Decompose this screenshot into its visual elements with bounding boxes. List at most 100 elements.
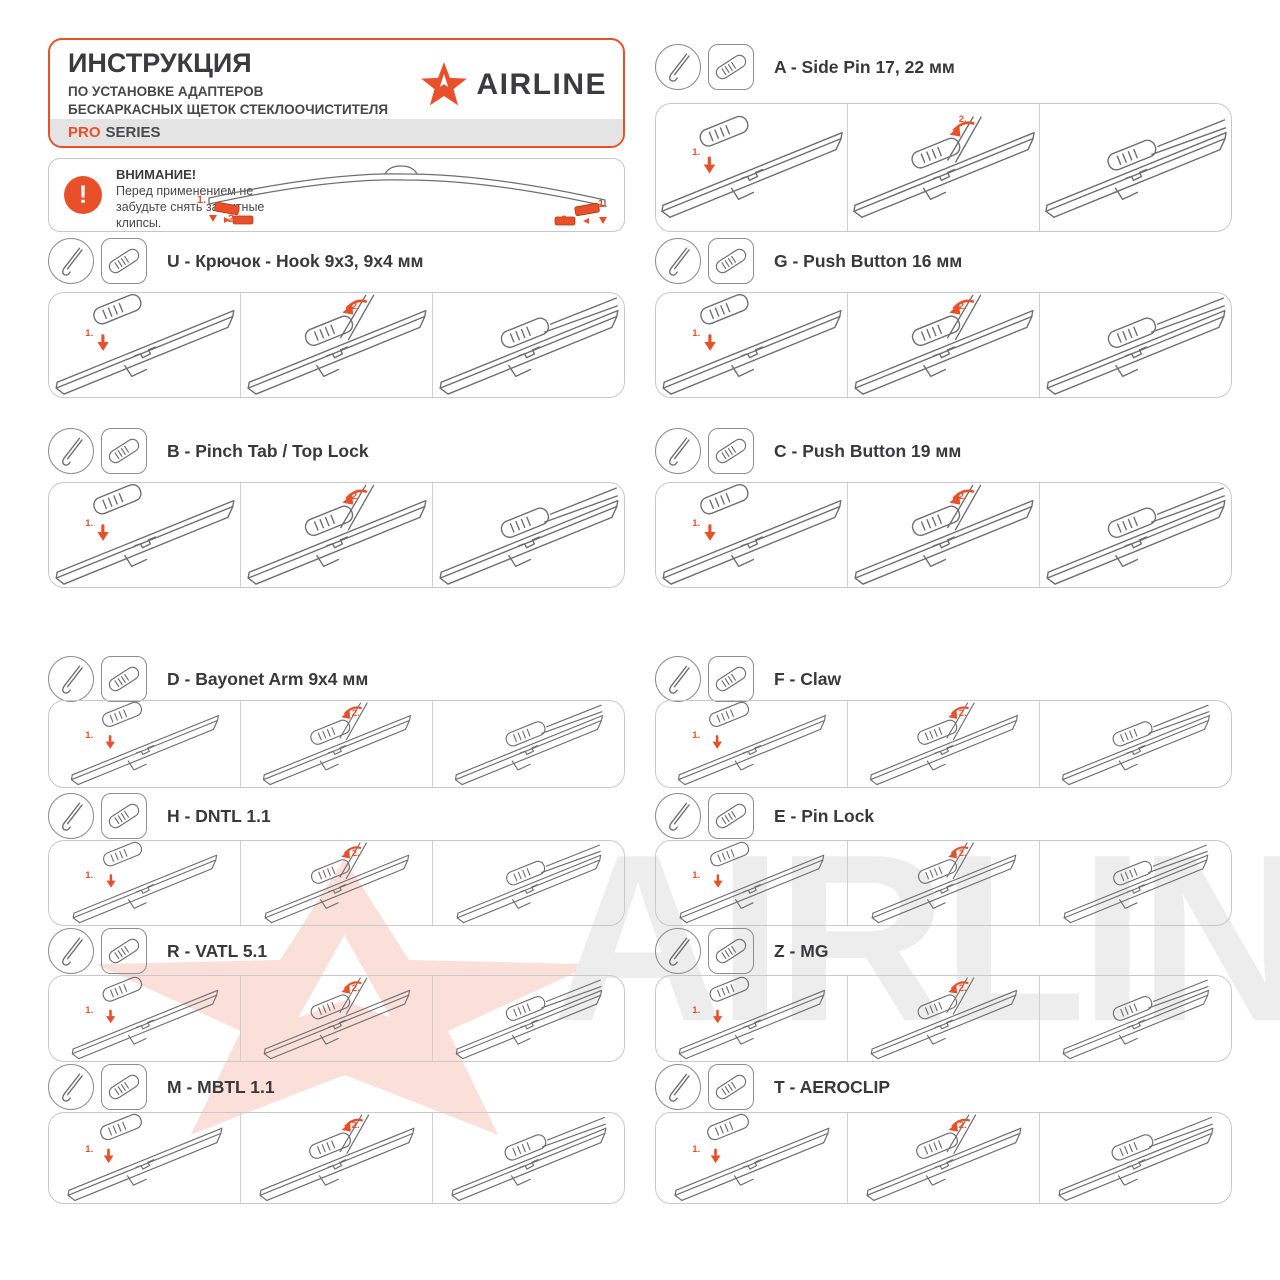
arm-type-icon xyxy=(655,238,701,284)
wiper-blade-illustration xyxy=(208,165,608,226)
series-suffix-label: SERIES xyxy=(105,124,161,141)
step-illustration: 1. xyxy=(656,1113,848,1203)
instruction-panel: 1. 2. xyxy=(655,700,1232,788)
step-label: 1. xyxy=(692,147,701,159)
step-illustration xyxy=(1040,293,1231,397)
step-illustration xyxy=(1040,1113,1231,1203)
instruction-panel: 1. 2. xyxy=(48,1112,625,1204)
step-illustration: 1. xyxy=(656,701,848,787)
step-illustration: 2. xyxy=(241,976,433,1061)
instruction-panel: 1. 2. xyxy=(48,975,625,1062)
step-illustration: 1. xyxy=(656,483,848,587)
section-f: F - Claw 1. 2. xyxy=(655,656,1232,788)
step-illustration: 2. xyxy=(848,841,1040,925)
warning-box: ! ВНИМАНИЕ! Перед применением не забудьт… xyxy=(48,158,625,232)
step-illustration xyxy=(433,976,624,1061)
section-title: A - Side Pin 17, 22 мм xyxy=(774,56,955,77)
warning-title: ВНИМАНИЕ! xyxy=(116,167,197,182)
adapter-icon xyxy=(708,656,754,702)
step-label: 1. xyxy=(692,1143,701,1155)
adapter-icon xyxy=(708,793,754,839)
step-illustration: 1. xyxy=(656,976,848,1061)
page-subtitle-1: ПО УСТАНОВКЕ АДАПТЕРОВ xyxy=(68,84,264,99)
warning-icon: ! xyxy=(64,176,102,214)
step-illustration xyxy=(1040,483,1231,587)
step-illustration: 2. xyxy=(848,483,1040,587)
instruction-panel: 1. 2. xyxy=(655,975,1232,1062)
section-title: B - Pinch Tab / Top Lock xyxy=(167,440,369,461)
adapter-icon xyxy=(708,1064,754,1110)
section-a: A - Side Pin 17, 22 мм 1. 2. xyxy=(655,44,1232,232)
step-label: 1. xyxy=(692,869,701,881)
instruction-panel: 1. 2. xyxy=(48,840,625,926)
instruction-panel: 1. 2. xyxy=(48,292,625,398)
series-band: PRO SERIES xyxy=(50,119,623,146)
step-illustration: 2. xyxy=(848,293,1040,397)
step-illustration: 2. xyxy=(848,104,1040,231)
step-label: 1. xyxy=(85,1143,94,1155)
instruction-panel: 1. 2. xyxy=(48,700,625,788)
section-u: U - Крючок - Hook 9x3, 9x4 мм 1. 2. xyxy=(48,238,625,398)
step-label: 2. xyxy=(958,847,967,859)
warning-line: Перед применением не xyxy=(116,184,254,198)
arm-type-icon xyxy=(48,793,94,839)
step-label: 1. xyxy=(85,869,94,881)
step-illustration: 2. xyxy=(848,701,1040,787)
step-label: 1. xyxy=(85,518,94,530)
step-illustration xyxy=(1040,701,1231,787)
adapter-icon xyxy=(101,928,147,974)
step-illustration: 2. xyxy=(241,841,433,925)
arm-type-icon xyxy=(655,428,701,474)
step-illustration: 2. xyxy=(241,701,433,787)
instruction-panel: 1. 2. xyxy=(655,292,1232,398)
step-label: 2. xyxy=(351,491,360,503)
section-m: M - MBTL 1.1 1. 2. xyxy=(48,1064,625,1204)
arm-type-icon xyxy=(48,238,94,284)
step-label: 2. xyxy=(351,707,360,719)
step-illustration xyxy=(433,293,624,397)
step-illustration xyxy=(433,841,624,925)
step-label: 1. xyxy=(692,518,701,530)
section-title: U - Крючок - Hook 9x3, 9x4 мм xyxy=(167,250,424,271)
step-illustration: 2. xyxy=(848,1113,1040,1203)
step-illustration: 1. xyxy=(49,293,241,397)
section-title: G - Push Button 16 мм xyxy=(774,250,963,271)
page-subtitle-2: БЕСКАРКАСНЫХ ЩЕТОК СТЕКЛООЧИСТИТЕЛЯ xyxy=(68,102,389,117)
step-illustration xyxy=(433,483,624,587)
section-title: R - VATL 5.1 xyxy=(167,940,268,961)
instruction-panel: 1. 2. xyxy=(48,482,625,588)
step-illustration: 2. xyxy=(848,976,1040,1061)
arm-type-icon xyxy=(655,1064,701,1110)
step-label: 2. xyxy=(958,982,967,994)
instruction-panel: 1. 2. xyxy=(655,1112,1232,1204)
page-title: ИНСТРУКЦИЯ xyxy=(68,48,252,78)
section-g: G - Push Button 16 мм 1. 2. xyxy=(655,238,1232,398)
adapter-icon xyxy=(101,1064,147,1110)
adapter-icon xyxy=(101,793,147,839)
step-label: 2. xyxy=(958,114,967,126)
step-illustration: 1. xyxy=(49,483,241,587)
step-label: 1. xyxy=(692,1004,701,1016)
section-d: D - Bayonet Arm 9x4 мм 1. 2. xyxy=(48,656,625,788)
section-title: D - Bayonet Arm 9x4 мм xyxy=(167,668,369,689)
step-illustration: 1. xyxy=(656,293,848,397)
step-illustration: 1. xyxy=(49,701,241,787)
arm-type-icon xyxy=(655,44,701,90)
arm-type-icon xyxy=(48,656,94,702)
step-illustration xyxy=(433,1113,624,1203)
arm-type-icon xyxy=(655,928,701,974)
step-label: 1. xyxy=(85,1004,94,1016)
step-illustration: 1. xyxy=(656,841,848,925)
instruction-panel: 1. 2. xyxy=(655,840,1232,926)
step-illustration: 2. xyxy=(241,293,433,397)
clip-step-label: 1. xyxy=(598,198,608,210)
arm-type-icon xyxy=(48,1064,94,1110)
step-illustration xyxy=(1040,104,1231,231)
series-pro-label: PRO xyxy=(68,124,101,141)
step-label: 2. xyxy=(351,982,360,994)
section-title: Z - MG xyxy=(774,940,829,961)
clip-step-label: 1. xyxy=(197,194,207,206)
step-label: 2. xyxy=(351,301,360,313)
section-h: H - DNTL 1.1 1. 2. xyxy=(48,793,625,926)
instruction-panel: 1. 2. xyxy=(655,482,1232,588)
